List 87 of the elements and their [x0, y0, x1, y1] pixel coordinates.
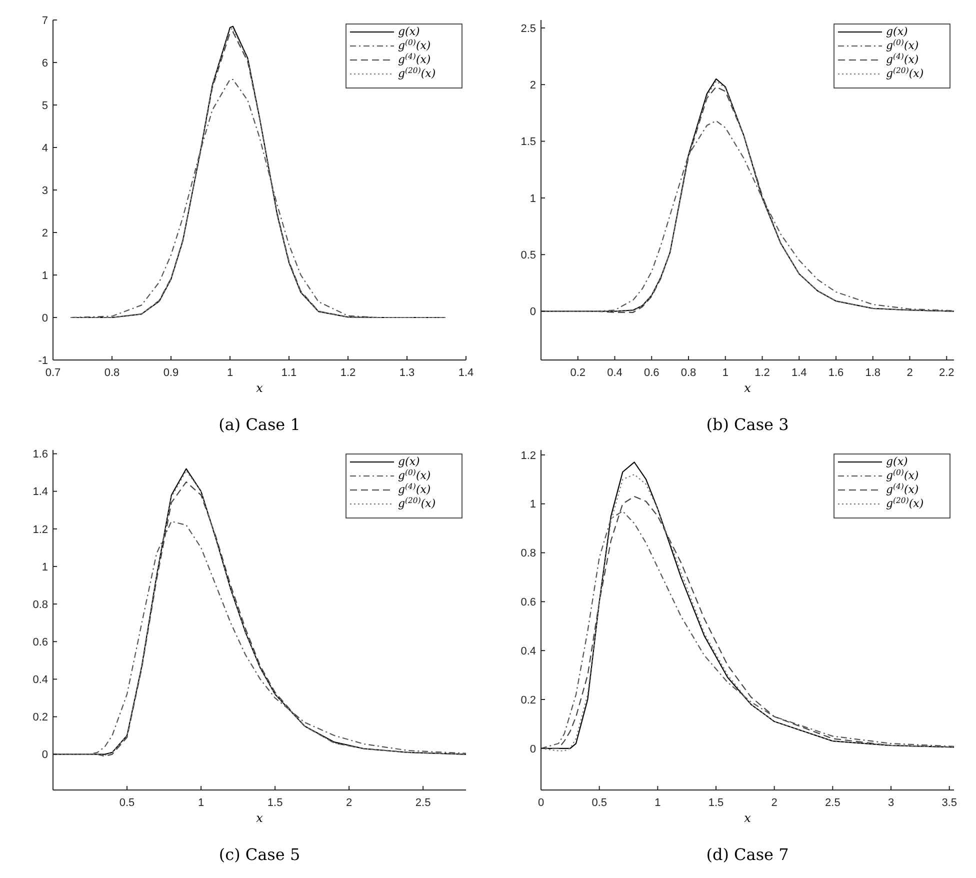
x-tick-label: 0.9	[163, 367, 179, 379]
y-tick-label: 0.2	[520, 694, 536, 706]
text: (b) Case 3	[706, 415, 789, 434]
x-tick-label: 1.5	[267, 797, 283, 809]
x-tick-label: 1.4	[458, 367, 474, 379]
legend-label: g$^{(20)}$(x)	[886, 496, 924, 510]
legend-label: g$^{(20)}$(x)	[886, 66, 924, 80]
x-axis-title: x	[256, 381, 264, 395]
text: (c) Case 5	[218, 845, 300, 864]
x-tick-label: 2.5	[825, 797, 840, 809]
x-tick-label: 0.7	[45, 367, 61, 379]
legend-label: g$^{(0)}$(x)	[398, 468, 431, 482]
y-tick-label: 7	[42, 14, 48, 27]
y-tick-label: 0.4	[520, 645, 536, 658]
legend-label: g$^{(0)}$(x)	[886, 468, 919, 482]
x-tick-label: 2.2	[938, 367, 954, 379]
x-tick-label: 0.8	[104, 367, 120, 379]
y-tick-label: 0	[42, 312, 48, 324]
x-tick-label: 0.5	[592, 797, 607, 809]
x-tick-label: 1	[198, 797, 204, 809]
legend-label: g$^{(20)}$(x)	[398, 496, 436, 510]
x-tick-label: 1.2	[754, 367, 770, 379]
x-tick-label: 1	[654, 797, 661, 809]
y-tick-label: 1.4	[32, 486, 48, 498]
y-tick-label: 1.2	[520, 450, 536, 462]
legend-label: g(x)	[398, 25, 420, 38]
y-tick-label: 0	[42, 749, 48, 762]
y-tick-label: 0.8	[32, 598, 48, 611]
legend-label: g$^{(4)}$(x)	[886, 482, 919, 496]
x-tick-label: 2.5	[415, 797, 431, 809]
x-tick-label: 3.5	[942, 797, 957, 809]
x-axis-title: x	[256, 811, 264, 825]
x-tick-label: 0.5	[119, 797, 135, 809]
x-tick-label: 1.2	[340, 367, 356, 379]
y-tick-label: 5	[42, 100, 48, 112]
x-tick-label: 1.1	[281, 367, 297, 379]
legend-label: g$^{(4)}$(x)	[398, 52, 431, 66]
x-tick-label: 2	[346, 797, 352, 809]
legend-label: g(x)	[886, 455, 908, 468]
y-tick-label: 1	[530, 192, 536, 205]
y-tick-label: 2.5	[520, 22, 536, 35]
x-tick-label: 1.4	[791, 367, 807, 379]
y-tick-label: -1	[38, 354, 48, 367]
x-tick-label: 1	[722, 367, 728, 379]
legend-label: g$^{(20)}$(x)	[398, 66, 436, 80]
legend-label: g(x)	[886, 25, 908, 38]
y-tick-label: 0.6	[520, 596, 536, 609]
y-tick-label: 0.5	[520, 249, 536, 262]
y-tick-label: 1	[42, 561, 48, 574]
x-tick-label: 3	[888, 797, 894, 809]
legend-label: g$^{(0)}$(x)	[886, 38, 919, 52]
x-tick-label: 1.3	[399, 367, 415, 379]
legend-label: g$^{(0)}$(x)	[398, 38, 431, 52]
text: (d) Case 7	[706, 845, 789, 864]
legend-label: g$^{(4)}$(x)	[398, 482, 431, 496]
y-tick-label: 0	[530, 306, 536, 318]
y-tick-label: 1	[530, 498, 536, 511]
x-tick-label: 2	[906, 367, 913, 379]
x-axis-title: x	[744, 811, 752, 825]
y-tick-label: 1.6	[32, 448, 48, 461]
x-tick-label: 1.5	[708, 797, 724, 809]
x-axis-title: x	[744, 381, 752, 395]
y-tick-label: 0.8	[520, 548, 536, 560]
y-tick-label: 0.4	[32, 674, 48, 686]
y-tick-label: 0	[530, 743, 536, 756]
legend-label: g(x)	[398, 455, 420, 468]
x-tick-label: 0.8	[680, 367, 696, 379]
x-tick-label: 2	[771, 797, 778, 809]
x-tick-label: 0.2	[570, 367, 586, 379]
x-tick-label: 1	[226, 367, 234, 379]
x-tick-label: 0.6	[644, 367, 660, 379]
y-tick-label: 4	[42, 142, 48, 154]
x-tick-label: 0	[538, 797, 544, 809]
y-tick-label: 2	[42, 227, 48, 240]
legend-label: g$^{(4)}$(x)	[886, 52, 919, 66]
x-tick-label: 1.6	[828, 367, 844, 379]
x-tick-label: 1.8	[865, 367, 881, 379]
y-tick-label: 1	[42, 270, 48, 282]
y-tick-label: 3	[42, 184, 48, 197]
y-tick-label: 0.2	[32, 712, 48, 724]
x-tick-label: 0.4	[607, 367, 622, 379]
y-tick-label: 1.5	[520, 136, 536, 148]
y-tick-label: 2	[530, 79, 536, 92]
y-tick-label: 6	[42, 57, 48, 70]
y-tick-label: 1.2	[32, 524, 48, 536]
text: (a) Case 1	[218, 415, 300, 434]
y-tick-label: 0.6	[32, 636, 48, 648]
